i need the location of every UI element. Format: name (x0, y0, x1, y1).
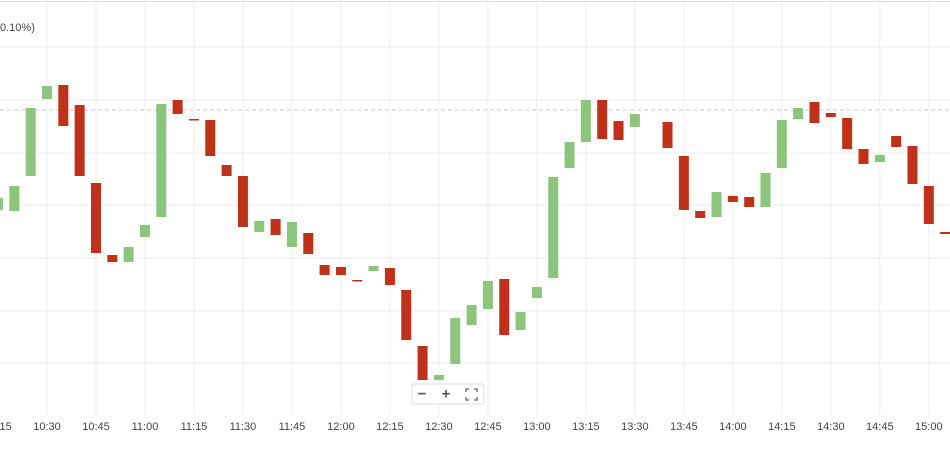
candle (237, 176, 248, 227)
candle (205, 120, 216, 156)
x-tick-label: 12:45 (474, 421, 502, 433)
candle (825, 113, 836, 117)
candle (254, 221, 265, 232)
candle (760, 173, 771, 207)
x-tick-label: 10:30 (33, 421, 61, 433)
x-tick-label: 12:00 (327, 421, 355, 433)
candle (41, 86, 52, 99)
x-tick-label: 14:00 (719, 421, 747, 433)
candle (842, 118, 853, 149)
candle (139, 225, 150, 237)
candle (352, 280, 363, 282)
fullscreen-button[interactable] (465, 388, 478, 401)
candle (9, 186, 20, 211)
candle (466, 305, 477, 325)
x-tick-label: 15:00 (915, 421, 943, 433)
candle (188, 119, 199, 121)
x-tick-label: 11:15 (181, 421, 208, 433)
candle (417, 346, 428, 380)
x-tick-label: 12:15 (376, 421, 404, 433)
candle (629, 114, 640, 127)
candle (384, 268, 395, 285)
x-tick-label: 11:45 (279, 421, 306, 433)
candle (221, 165, 232, 176)
candle (450, 318, 461, 364)
candle (858, 149, 869, 164)
candle (335, 267, 346, 275)
candle (58, 85, 69, 126)
zoom-out-button[interactable]: − (418, 385, 427, 402)
candle (809, 102, 820, 123)
x-tick-label: 11:30 (230, 421, 257, 433)
candle (695, 211, 706, 218)
candle (597, 100, 608, 139)
candle (123, 247, 134, 262)
candle (515, 312, 526, 330)
candle (172, 100, 183, 114)
candle (25, 108, 36, 176)
candle (580, 100, 591, 142)
candle (319, 265, 330, 275)
x-tick-label: 13:30 (621, 421, 649, 433)
candle (613, 121, 624, 140)
candle (74, 105, 85, 176)
candle (156, 104, 167, 217)
candle (744, 197, 755, 207)
change-label: 0.10%) (0, 22, 35, 34)
candle (531, 287, 542, 298)
candle (662, 122, 673, 148)
x-tick-label: 14:30 (817, 421, 845, 433)
candle (0, 198, 3, 210)
x-tick-label: 10:45 (82, 421, 110, 433)
x-tick-label: 13:15 (572, 421, 600, 433)
x-tick-label: 13:00 (523, 421, 551, 433)
candle (107, 255, 118, 262)
candle (940, 232, 950, 234)
candle (711, 192, 722, 217)
x-tick-label: 14:15 (768, 421, 796, 433)
candle (923, 186, 934, 224)
candle (303, 233, 314, 254)
candle (874, 155, 885, 162)
candle (907, 146, 918, 184)
candle (776, 120, 787, 168)
candle (270, 219, 281, 235)
candle (286, 222, 297, 247)
candle (368, 266, 379, 271)
x-tick-label: 13:45 (670, 421, 698, 433)
zoom-control: − + (411, 383, 485, 405)
x-tick-label: 14:45 (866, 421, 894, 433)
candle (727, 196, 738, 202)
candle (401, 290, 412, 340)
x-tick-label: 12:30 (425, 421, 453, 433)
candle (433, 375, 444, 380)
candle (564, 142, 575, 168)
x-tick-label: 10:15 (0, 421, 12, 433)
x-tick-label: 11:00 (132, 421, 159, 433)
candle (499, 279, 510, 335)
candle (891, 136, 902, 147)
candle (678, 156, 689, 210)
candle (548, 177, 559, 278)
candle (482, 281, 493, 309)
candle (793, 108, 804, 119)
candle (90, 183, 101, 253)
zoom-in-button[interactable]: + (442, 385, 451, 402)
